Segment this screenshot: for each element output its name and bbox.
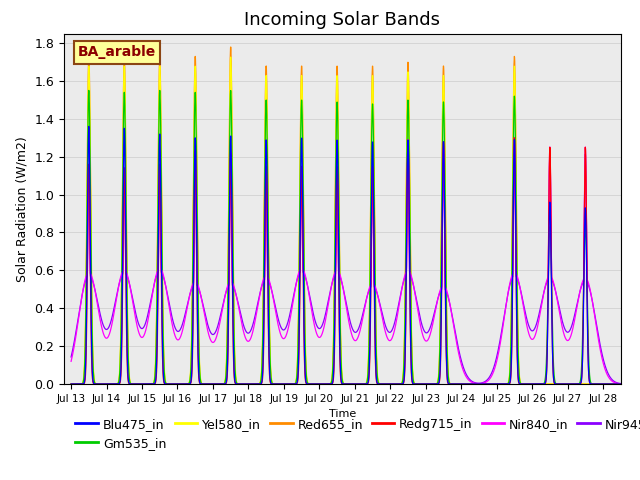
Y-axis label: Solar Radiation (W/m2): Solar Radiation (W/m2)	[16, 136, 29, 282]
Title: Incoming Solar Bands: Incoming Solar Bands	[244, 11, 440, 29]
X-axis label: Time: Time	[329, 409, 356, 419]
Legend: Blu475_in, Gm535_in, Yel580_in, Red655_in, Redg715_in, Nir840_in, Nir945_in: Blu475_in, Gm535_in, Yel580_in, Red655_i…	[70, 413, 640, 455]
Text: BA_arable: BA_arable	[78, 46, 156, 60]
